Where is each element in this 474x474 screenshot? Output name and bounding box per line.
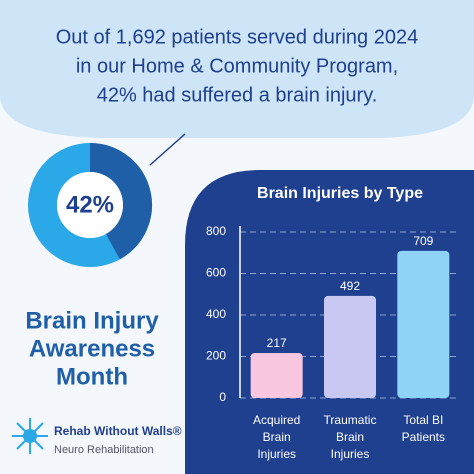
- awareness-title: Month: [56, 363, 128, 390]
- logo-icon: [12, 418, 48, 454]
- awareness-title: Awareness: [29, 335, 155, 362]
- headline-line: in our Home & Community Program,: [76, 55, 398, 77]
- logo-name: Rehab Without Walls®: [54, 424, 182, 438]
- y-tick-label: 600: [206, 266, 226, 280]
- x-tick-label: Injuries: [331, 447, 370, 461]
- donut-segment: [89, 143, 152, 260]
- headline-line: 42% had suffered a brain injury.: [97, 84, 378, 106]
- logo-subtitle: Neuro Rehabilitation: [54, 444, 154, 456]
- awareness-title: Brain Injury: [25, 307, 159, 334]
- x-tick-label: Brain: [263, 430, 291, 444]
- bar: [324, 295, 376, 398]
- headline-banner: [0, 0, 474, 138]
- headline-line: Out of 1,692 patients served during 2024: [56, 26, 418, 48]
- donut-label: 42%: [66, 191, 114, 218]
- x-tick-label: Acquired: [253, 413, 300, 427]
- chart-title: Brain Injuries by Type: [257, 185, 423, 202]
- x-tick-label: Patients: [402, 430, 445, 444]
- y-tick-label: 200: [206, 349, 226, 363]
- y-tick-label: 800: [206, 224, 226, 238]
- x-tick-label: Total BI: [403, 413, 443, 427]
- value-label: 492: [340, 279, 360, 293]
- bar: [397, 250, 450, 398]
- callout-line: [149, 133, 186, 166]
- y-tick-label: 400: [206, 307, 226, 321]
- value-label: 709: [413, 234, 433, 248]
- x-tick-label: Traumatic: [324, 413, 377, 427]
- donut-hole: [57, 172, 123, 238]
- bar: [250, 352, 303, 398]
- value-label: 217: [267, 336, 287, 350]
- x-tick-label: Brain: [336, 430, 364, 444]
- y-tick-label: 0: [219, 390, 226, 404]
- x-tick-label: Injuries: [257, 447, 296, 461]
